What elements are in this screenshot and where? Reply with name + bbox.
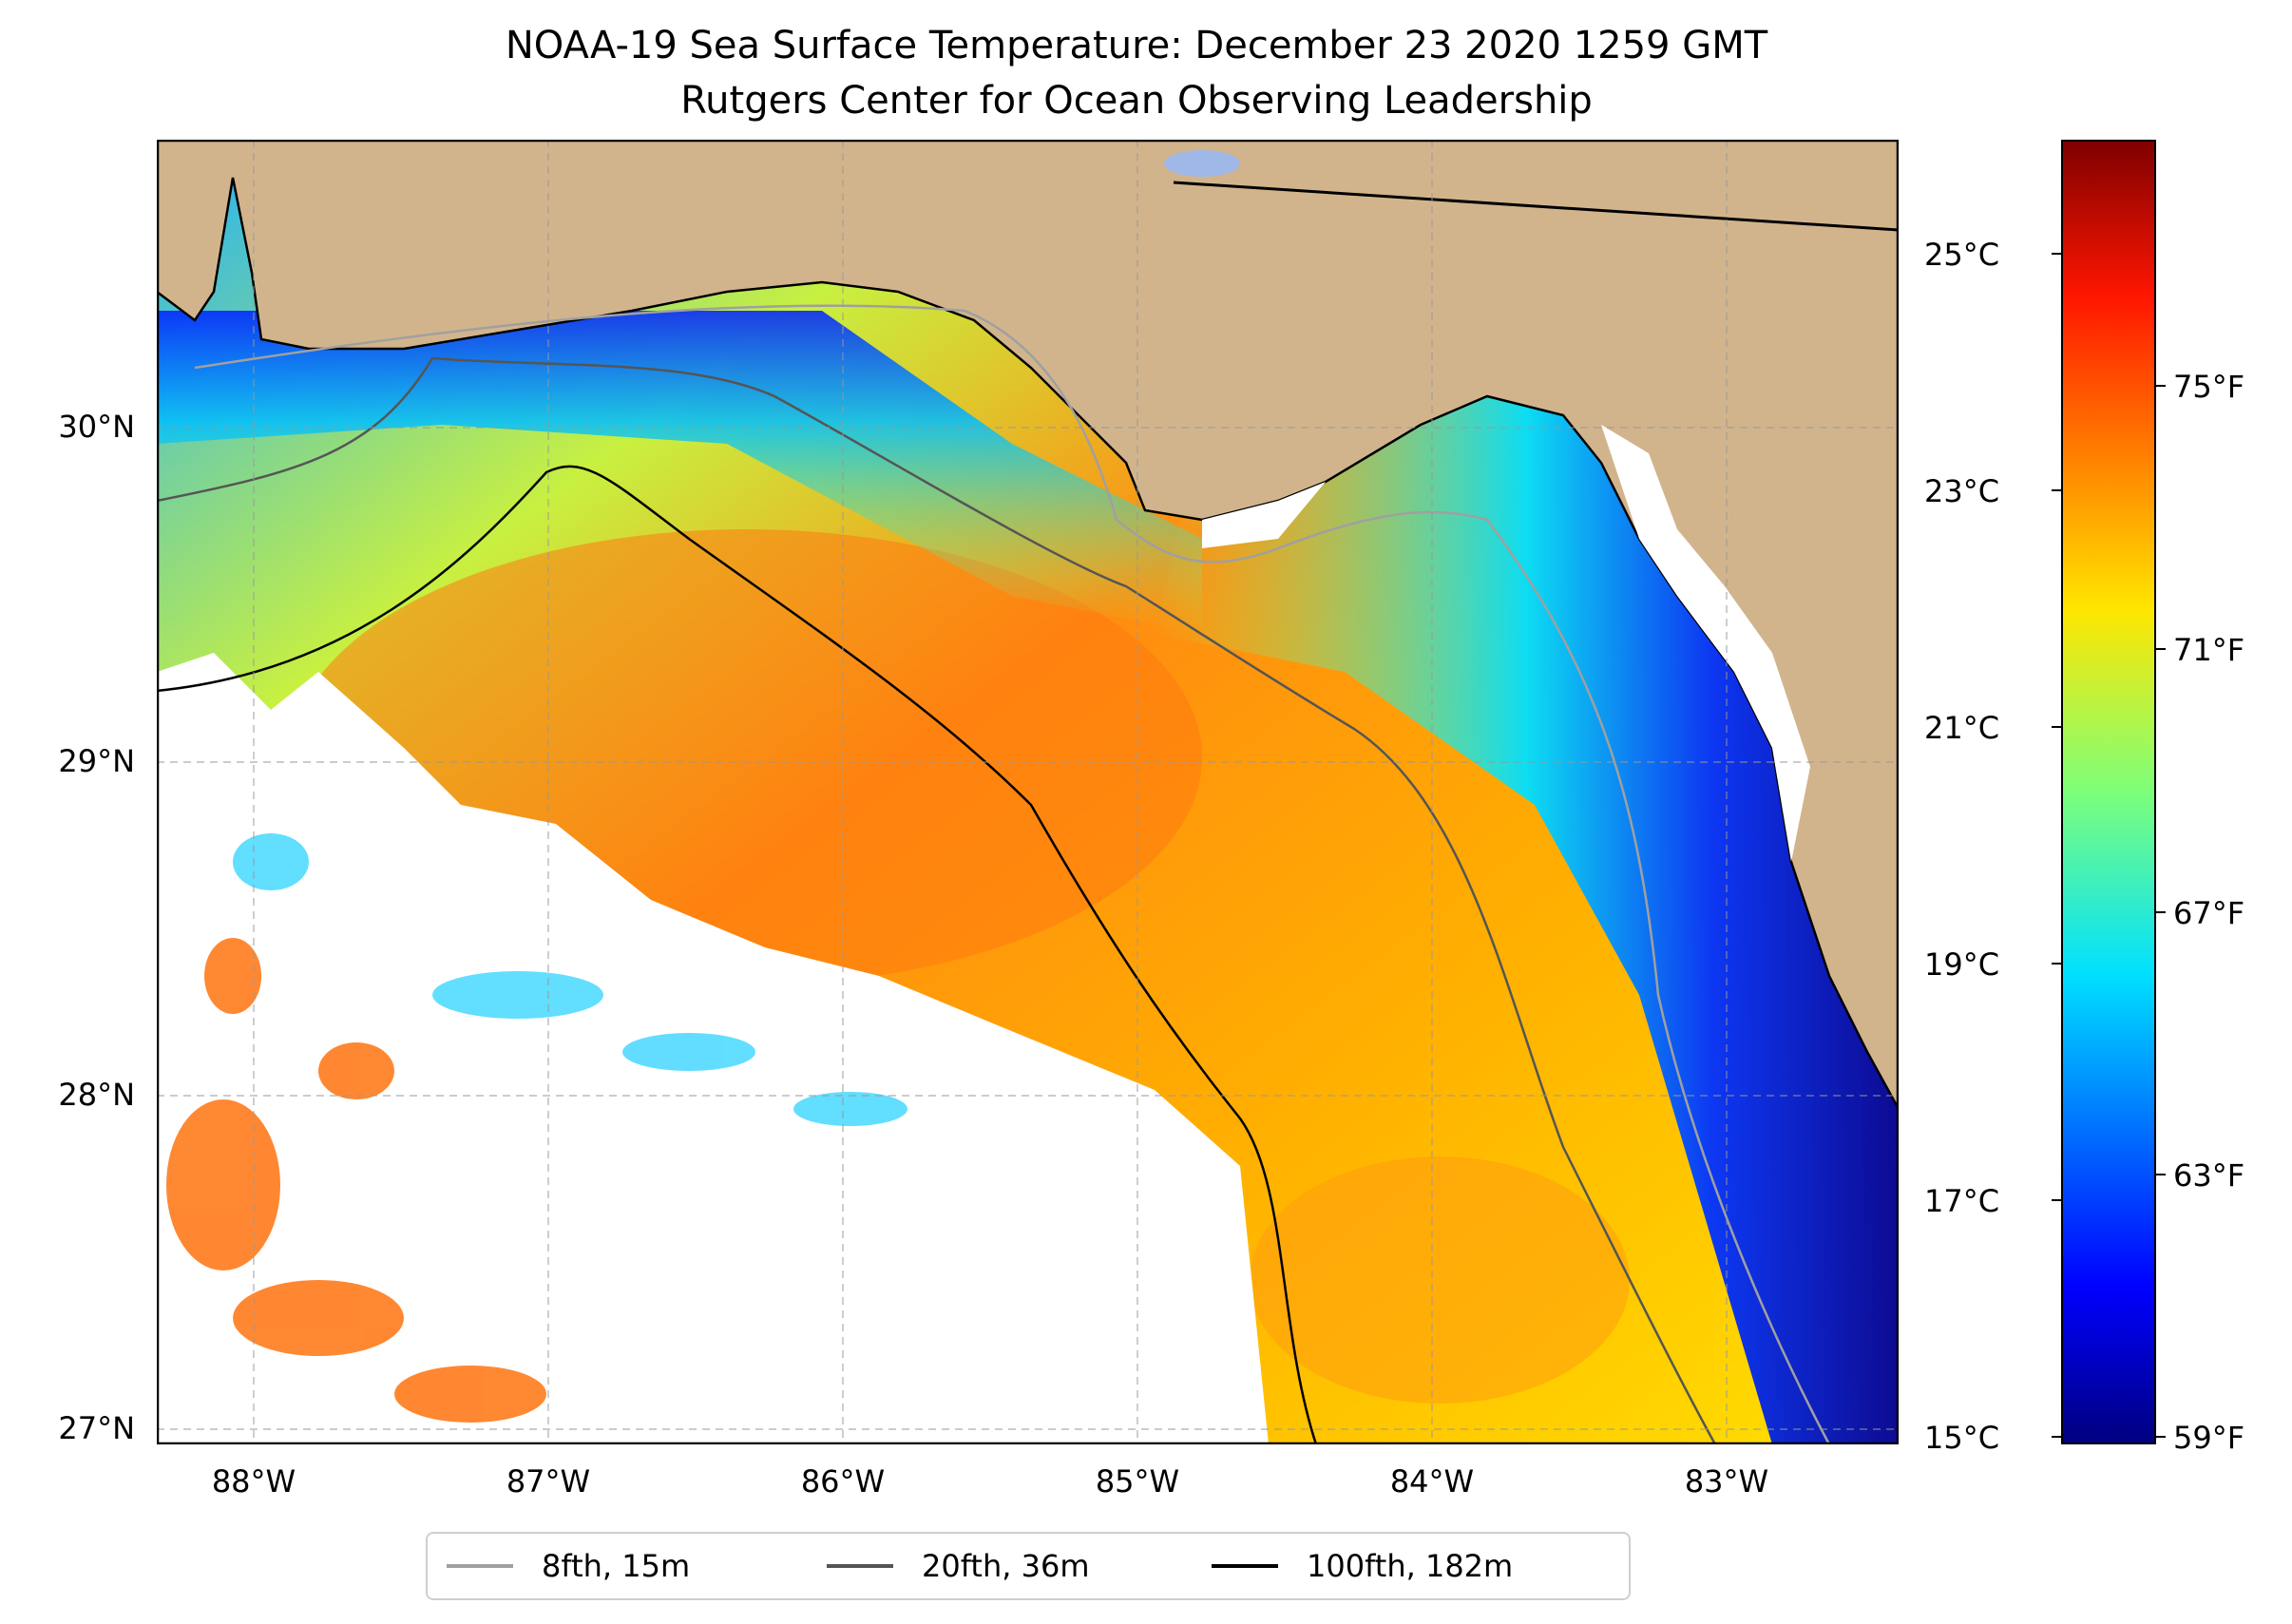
colorbar <box>2061 140 2156 1444</box>
cb-c-15: 15°C <box>1924 1420 2000 1456</box>
cb-c-23: 23°C <box>1924 473 2000 509</box>
legend-item-20fth: 20fth, 36m <box>827 1543 1089 1589</box>
isobath-100fth <box>157 465 1318 1444</box>
coastal-fringe-east <box>1601 425 1810 862</box>
cb-c-25: 25°C <box>1924 237 2000 273</box>
cb-c-21: 21°C <box>1924 710 2000 746</box>
lon-label-86: 86°W <box>800 1463 886 1500</box>
colorbar-svg <box>2061 140 2156 1444</box>
isobath-20fth <box>157 356 1717 1444</box>
legend-item-100fth: 100fth, 182m <box>1212 1543 1513 1589</box>
lat-label-28: 28°N <box>58 1077 135 1113</box>
isobath-8fth <box>194 304 1831 1444</box>
legend-swatch-8fth <box>447 1564 513 1568</box>
cb-c-19: 19°C <box>1924 946 2000 983</box>
state-boundary <box>1173 181 1899 232</box>
warm-patch <box>1250 1156 1630 1404</box>
sst-map-svg <box>157 140 1899 1444</box>
cb-f-75: 75°F <box>2173 369 2245 405</box>
lat-label-30: 30°N <box>58 409 135 445</box>
cb-f-63: 63°F <box>2173 1157 2245 1194</box>
map-frame <box>157 140 1899 1444</box>
cb-f-59: 59°F <box>2173 1420 2245 1456</box>
cb-f-67: 67°F <box>2173 895 2245 931</box>
legend-swatch-100fth <box>1212 1564 1278 1568</box>
colorbar-gradient <box>2061 140 2156 1444</box>
graticule <box>157 140 1899 1444</box>
chart-title: NOAA-19 Sea Surface Temperature: Decembe… <box>505 24 1768 67</box>
cb-c-17: 17°C <box>1924 1183 2000 1219</box>
lat-label-27: 27°N <box>58 1410 135 1446</box>
lon-label-84: 84°W <box>1389 1463 1475 1500</box>
legend-label-20fth: 20fth, 36m <box>922 1548 1090 1584</box>
lon-label-87: 87°W <box>506 1463 591 1500</box>
legend-swatch-20fth <box>827 1564 893 1568</box>
sparse-data-speckles <box>166 938 546 1423</box>
legend-label-100fth: 100fth, 182m <box>1307 1548 1514 1584</box>
lake <box>1164 150 1240 177</box>
legend: 8fth, 15m 20fth, 36m 100fth, 182m <box>426 1532 1631 1600</box>
legend-label-8fth: 8fth, 15m <box>542 1548 691 1584</box>
legend-item-8fth: 8fth, 15m <box>447 1543 690 1589</box>
lat-label-29: 29°N <box>58 743 135 779</box>
cb-f-71: 71°F <box>2173 632 2245 668</box>
lon-label-88: 88°W <box>211 1463 296 1500</box>
sparse-cool-speckles <box>233 833 907 1126</box>
chart-subtitle: Rutgers Center for Ocean Observing Leade… <box>680 79 1593 123</box>
coastal-fringe-bay <box>1202 482 1326 548</box>
cold-north-band <box>157 311 1202 634</box>
sst-map <box>157 140 1899 1444</box>
lon-label-83: 83°W <box>1684 1463 1769 1500</box>
lon-label-85: 85°W <box>1095 1463 1180 1500</box>
